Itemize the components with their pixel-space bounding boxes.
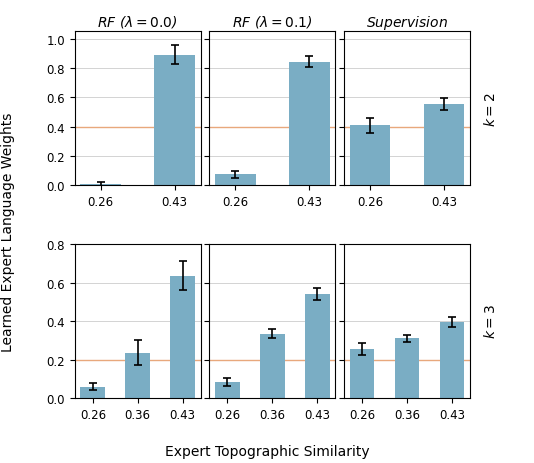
Bar: [305, 294, 329, 398]
Bar: [215, 175, 256, 186]
Bar: [289, 63, 329, 186]
Title: $RF$ ($\lambda = 0.0$): $RF$ ($\lambda = 0.0$): [97, 14, 178, 31]
Bar: [260, 334, 285, 398]
Bar: [215, 382, 240, 398]
Bar: [350, 349, 374, 398]
Bar: [125, 353, 150, 398]
Bar: [439, 322, 464, 398]
Bar: [350, 126, 390, 186]
Bar: [154, 56, 195, 186]
Title: $Supervision$: $Supervision$: [366, 14, 448, 32]
Text: Learned Expert Language Weights: Learned Expert Language Weights: [1, 112, 15, 351]
Bar: [423, 105, 464, 186]
Text: $k = 3$: $k = 3$: [483, 304, 498, 338]
Bar: [395, 338, 419, 398]
Bar: [81, 184, 121, 186]
Bar: [81, 387, 105, 398]
Title: $RF$ ($\lambda = 0.1$): $RF$ ($\lambda = 0.1$): [232, 14, 313, 31]
Text: $k = 2$: $k = 2$: [483, 92, 498, 126]
Text: Expert Topographic Similarity: Expert Topographic Similarity: [164, 444, 370, 458]
Bar: [170, 276, 195, 398]
